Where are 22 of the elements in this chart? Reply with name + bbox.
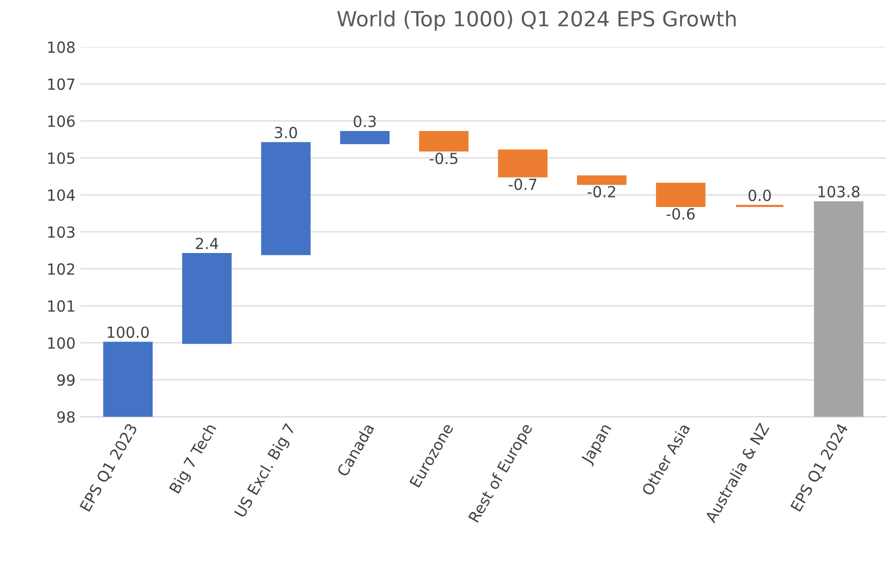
- y-tick-label: 102: [48, 263, 74, 275]
- y-tick-label: 103: [48, 226, 74, 238]
- data-label: 0.3: [354, 116, 376, 128]
- data-label: 0.0: [748, 190, 771, 202]
- y-tick-label: 104: [48, 189, 75, 201]
- chart-title: World (Top 1000) Q1 2024 EPS Growth: [337, 10, 736, 31]
- y-tick-label: 108: [48, 41, 75, 53]
- data-label: -0.7: [508, 178, 536, 190]
- y-tick-label: 101: [48, 300, 74, 312]
- data-label: 2.4: [196, 238, 218, 250]
- y-tick-label: 105: [48, 152, 74, 164]
- data-label: 3.0: [274, 126, 298, 138]
- data-label: -0.2: [588, 186, 616, 198]
- y-tick-label: 106: [48, 115, 75, 127]
- y-tick-label: 98: [57, 411, 75, 423]
- y-tick-label: 100: [48, 337, 75, 349]
- data-label: -0.6: [666, 208, 695, 220]
- y-tick-label: 107: [48, 78, 74, 90]
- y-tick-label: 99: [57, 374, 75, 386]
- data-label: 103.8: [818, 186, 860, 198]
- data-label: -0.5: [430, 152, 458, 164]
- data-label: 100.0: [108, 326, 149, 338]
